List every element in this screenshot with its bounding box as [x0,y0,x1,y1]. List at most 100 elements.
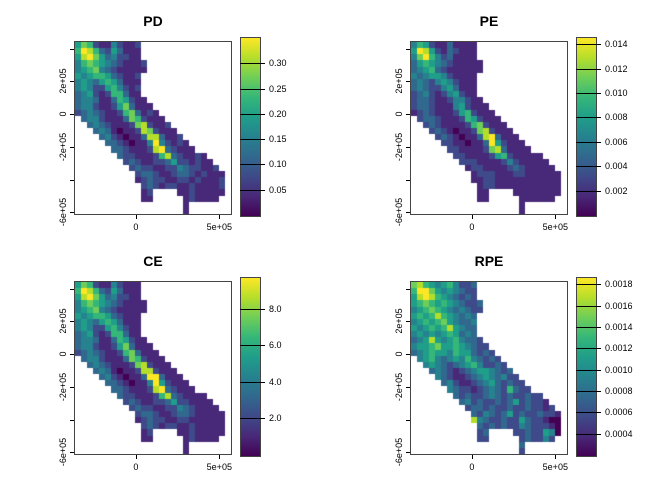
colorbar-tick-label: 0.014 [605,39,628,50]
y-axis-tick-label: 0 [394,111,404,117]
y-axis-tick-label: -2e+05 [394,372,404,401]
map-canvas [75,282,231,454]
colorbar-tick-label: 0.0016 [605,300,633,311]
colorbar-tick [576,348,601,350]
y-axis-tick [406,321,410,323]
y-axis-tick-label: -2e+05 [58,132,68,161]
x-axis-tick [219,215,221,219]
colorbar-tick-label: 2.0 [269,413,282,424]
colorbar-tick [576,433,601,435]
colorbar-tick [240,381,265,383]
colorbar-tick [576,369,601,371]
x-axis-tick-label: 5e+05 [542,462,568,472]
y-axis-tick [70,288,74,290]
y-axis-tick-label: -2e+05 [58,372,68,401]
colorbar-tick-label: 8.0 [269,303,282,314]
colorbar-tick-label: 0.002 [605,185,628,196]
y-axis-tick [406,179,410,181]
panel-ce: CE 0 5e+05 2e+05 0 -2e+05 -6e+05 2.0 4.0 6.0 8.0 [0,240,336,480]
plot-frame [74,41,232,215]
x-axis-tick-label: 5e+05 [542,222,568,232]
colorbar-tick [576,391,601,393]
x-axis-tick-label: 0 [133,462,139,472]
y-axis-tick [406,212,410,214]
colorbar [240,277,261,457]
y-axis-tick-label: -2e+05 [394,132,404,161]
y-axis-tick-label: -6e+05 [394,198,404,227]
y-axis-tick-label: 2e+05 [58,308,68,334]
colorbar-tick [576,68,601,70]
y-axis-tick-label: -6e+05 [58,198,68,227]
colorbar-tick-label: 0.25 [269,83,287,94]
y-axis-tick [70,81,74,83]
colorbar-tick-label: 0.010 [605,88,628,99]
colorbar-tick [240,308,265,310]
y-axis-tick-label: 0 [394,351,404,357]
y-axis-tick [70,452,74,454]
panel-title: CE [143,253,163,269]
colorbar-tick [240,139,265,141]
colorbar [576,37,597,217]
panel-title: RPE [474,253,504,269]
colorbar-tick [576,141,601,143]
panel-pe: PE 0 5e+05 2e+05 0 -2e+05 -6e+05 0.002 0.004 0.00… [336,0,672,240]
x-axis-tick [555,215,557,219]
colorbar-tick-label: 0.0014 [605,322,633,333]
colorbar-tick [240,345,265,347]
colorbar-tick [240,88,265,90]
x-axis-tick-label: 0 [469,222,475,232]
x-axis-tick-label: 0 [469,462,475,472]
y-axis-tick [70,48,74,50]
colorbar-tick-label: 0.004 [605,161,628,172]
colorbar-tick-label: 0.0018 [605,279,633,290]
colorbar-tick-label: 0.0010 [605,364,633,375]
y-axis-tick [70,114,74,116]
colorbar-tick [240,418,265,420]
y-axis-tick-label: 2e+05 [394,68,404,94]
colorbar-tick [576,44,601,46]
x-axis-tick [471,455,473,459]
colorbar-tick [240,189,265,191]
colorbar-tick [576,117,601,119]
y-axis-tick [70,146,74,148]
x-axis-tick-label: 5e+05 [206,462,232,472]
colorbar-tick-label: 0.20 [269,108,287,119]
plot-frame [410,41,568,215]
y-axis-tick [70,321,74,323]
x-axis-tick [135,455,137,459]
colorbar-tick-label: 0.15 [269,134,287,145]
colorbar-tick-label: 0.05 [269,184,287,195]
y-axis-tick-label: 0 [58,351,68,357]
map-canvas [411,282,567,454]
colorbar-tick [576,305,601,307]
y-axis-tick-label: -6e+05 [58,438,68,467]
panel-title: PE [479,13,499,29]
colorbar-tick [240,63,265,65]
y-axis-tick-label: 0 [58,111,68,117]
y-axis-tick-label: -6e+05 [394,438,404,467]
y-axis-tick-label: 2e+05 [394,308,404,334]
y-axis-tick [406,452,410,454]
x-axis-tick-label: 5e+05 [206,222,232,232]
colorbar-tick [576,412,601,414]
colorbar-tick-label: 0.008 [605,112,628,123]
y-axis-tick [406,419,410,421]
x-axis-tick [135,215,137,219]
colorbar-tick-label: 0.0006 [605,407,633,418]
plot-frame [74,281,232,455]
y-axis-tick [70,419,74,421]
colorbar-tick-label: 0.30 [269,58,287,69]
colorbar-tick-label: 0.012 [605,63,628,74]
colorbar-tick [576,327,601,329]
colorbar-tick-label: 0.10 [269,159,287,170]
y-axis-tick-label: 2e+05 [58,68,68,94]
colorbar [240,37,261,217]
y-axis-tick [406,288,410,290]
y-axis-tick [70,354,74,356]
x-axis-tick [471,215,473,219]
y-axis-tick [70,212,74,214]
colorbar-tick-label: 4.0 [269,376,282,387]
colorbar-tick [240,113,265,115]
map-canvas [75,42,231,214]
colorbar [576,277,597,457]
